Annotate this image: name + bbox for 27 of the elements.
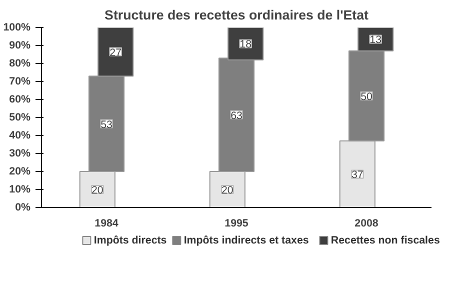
data-label: 37 bbox=[351, 169, 364, 182]
y-tick-label: 50% bbox=[9, 112, 32, 124]
y-tick-label: 10% bbox=[9, 184, 32, 196]
data-label: 63 bbox=[230, 110, 242, 122]
y-tick-label: 40% bbox=[9, 130, 32, 142]
data-label: 53 bbox=[100, 118, 112, 131]
y-tick-label: 20% bbox=[9, 166, 32, 178]
data-label: 20 bbox=[221, 184, 234, 196]
legend-label: Impôts indirects et taxes bbox=[184, 234, 309, 246]
data-label: 50 bbox=[360, 90, 372, 103]
y-tick-label: 90% bbox=[9, 40, 32, 52]
y-tick-label: 100% bbox=[3, 22, 32, 34]
data-label: 27 bbox=[110, 46, 122, 59]
y-tick-label: 70% bbox=[9, 76, 32, 88]
legend-label: Recettes non fiscales bbox=[330, 234, 440, 246]
x-tick-label: 2008 bbox=[354, 218, 378, 230]
x-tick-label: 1984 bbox=[94, 218, 118, 230]
y-tick-label: 0% bbox=[15, 202, 32, 214]
data-label: 18 bbox=[240, 38, 252, 51]
y-tick-label: 80% bbox=[9, 58, 32, 70]
data-label: 13 bbox=[370, 34, 382, 46]
legend-label: Impôts directs bbox=[94, 234, 167, 246]
x-tick-label: 1995 bbox=[224, 218, 248, 230]
chart-title: Structure des recettes ordinaires de l'Etat bbox=[104, 8, 370, 22]
y-tick-label: 30% bbox=[9, 148, 32, 160]
y-tick-label: 60% bbox=[9, 94, 32, 106]
data-label: 20 bbox=[91, 184, 104, 196]
